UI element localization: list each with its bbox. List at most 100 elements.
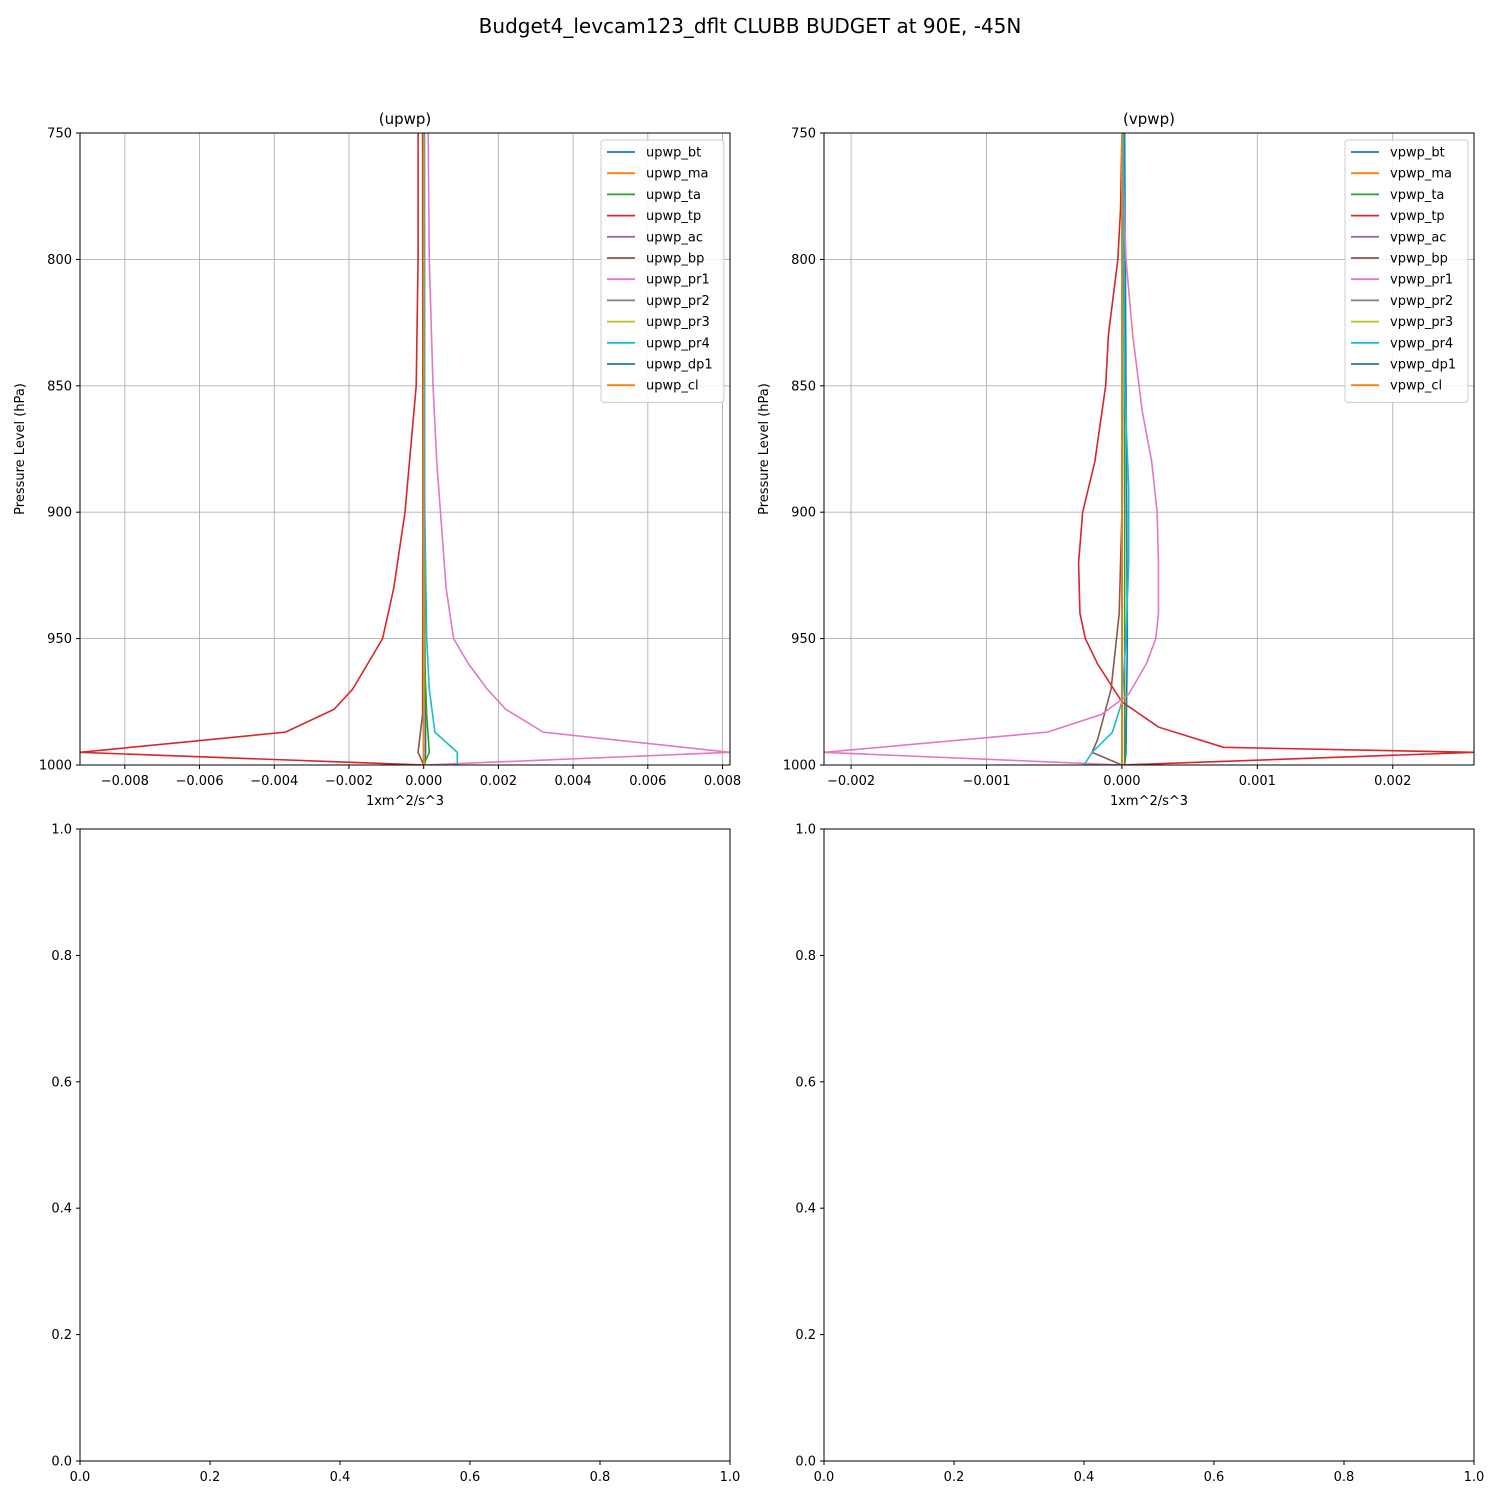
x-tick-label: 0.0 xyxy=(814,1470,835,1485)
plot-frame xyxy=(823,132,1475,766)
x-tick-label: −0.002 xyxy=(827,774,875,789)
y-tick-label: 800 xyxy=(791,253,816,268)
legend-entry: upwp_ma xyxy=(646,167,709,182)
y-tick-label: 0.6 xyxy=(795,1075,816,1090)
y-tick-label: 1.0 xyxy=(795,823,816,838)
series-line-upwp_tp xyxy=(80,133,424,765)
y-tick-label: 950 xyxy=(47,632,72,647)
x-tick-label: 0.006 xyxy=(629,774,666,789)
y-tick-label: 0.8 xyxy=(795,949,816,964)
x-tick-label: 0.2 xyxy=(200,1470,221,1485)
y-tick-label: 850 xyxy=(791,379,816,394)
legend: vpwp_bt vpwp_ma vpwp_ta vpwp_tp vpwp_ac vpwp_… xyxy=(1344,139,1469,403)
legend-entry: vpwp_cl xyxy=(1390,379,1442,394)
plot-empty-left: 0.0 0.2 0.4 0.6 0.8 1.0 0.0 0.2 0.4 0.6 0.8 1.0 xyxy=(51,823,740,1486)
legend-entry: vpwp_pr2 xyxy=(1390,294,1453,309)
panel-title: (vpwp) xyxy=(1123,110,1175,128)
x-tick-label: 1.0 xyxy=(720,1470,741,1485)
y-tick-label: 750 xyxy=(47,127,72,142)
series-line-upwp_bp xyxy=(417,133,425,765)
legend-box xyxy=(1344,139,1469,403)
x-tick-label: 0.4 xyxy=(1074,1470,1095,1485)
legend-entry: upwp_pr2 xyxy=(646,294,710,309)
legend-entry: upwp_cl xyxy=(646,379,699,394)
x-tick-label: −0.001 xyxy=(962,774,1010,789)
legend: upwp_bt upwp_ma upwp_ta upwp_tp upwp_ac upwp_… xyxy=(600,139,725,403)
legend-entry: vpwp_ac xyxy=(1390,230,1446,245)
series-line-upwp_pr1 xyxy=(423,133,730,765)
legend-entry: upwp_pr1 xyxy=(646,273,710,288)
x-axis-label: 1xm^2/s^3 xyxy=(366,794,444,809)
y-tick-label: 0.8 xyxy=(51,949,72,964)
y-tick-label: 1000 xyxy=(39,759,72,774)
legend-entry: vpwp_ma xyxy=(1390,167,1452,182)
x-tick-label: 0.001 xyxy=(1239,774,1276,789)
legend-entry: upwp_pr3 xyxy=(646,315,710,330)
legend-entry: upwp_dp1 xyxy=(646,358,713,373)
legend-entry: vpwp_dp1 xyxy=(1390,358,1456,373)
series-line-vpwp_pr4 xyxy=(1083,133,1130,765)
x-tick-label: 0.004 xyxy=(554,774,591,789)
x-tick-label: 0.2 xyxy=(944,1470,965,1485)
x-tick-label: 0.000 xyxy=(1103,774,1140,789)
y-tick-label: 0.2 xyxy=(51,1328,72,1343)
legend-entry: upwp_pr4 xyxy=(646,336,710,351)
legend-entry: vpwp_pr1 xyxy=(1390,273,1453,288)
plot-upwp: −0.008 −0.006 −0.004 −0.002 0.000 0.002 0.004 0… xyxy=(13,110,741,809)
y-tick-label: 850 xyxy=(47,379,72,394)
y-tick-label: 0.4 xyxy=(51,1202,72,1217)
x-tick-label: 0.6 xyxy=(460,1470,481,1485)
legend-entry: upwp_bt xyxy=(646,146,701,161)
x-tick-label: 0.8 xyxy=(1334,1470,1355,1485)
legend-box xyxy=(600,139,725,403)
x-tick-label: −0.006 xyxy=(175,774,223,789)
x-tick-label: 0.008 xyxy=(704,774,741,789)
legend-entry: upwp_bp xyxy=(646,252,704,267)
y-tick-label: 900 xyxy=(791,506,816,521)
legend-entry: vpwp_bp xyxy=(1390,252,1448,267)
panel-title: (upwp) xyxy=(379,110,432,128)
y-tick-label: 950 xyxy=(791,632,816,647)
y-tick-label: 1.0 xyxy=(51,823,72,838)
series-line-vpwp_pr1 xyxy=(824,133,1160,765)
legend-entry: vpwp_pr4 xyxy=(1390,336,1453,351)
plot-frame xyxy=(79,828,731,1462)
y-tick-label: 0.2 xyxy=(795,1328,816,1343)
legend-entry: upwp_ac xyxy=(646,230,703,245)
legend-entry: vpwp_ta xyxy=(1390,188,1444,203)
legend-entry: vpwp_bt xyxy=(1390,146,1445,161)
plot-frame xyxy=(79,132,731,766)
y-axis-label: Pressure Level (hPa) xyxy=(13,383,28,515)
legend-entry: upwp_ta xyxy=(646,188,701,203)
x-tick-label: 0.002 xyxy=(1374,774,1411,789)
y-axis-label: Pressure Level (hPa) xyxy=(757,383,772,515)
x-tick-label: 0.002 xyxy=(480,774,517,789)
x-axis-label: 1xm^2/s^3 xyxy=(1110,794,1188,809)
x-tick-label: −0.004 xyxy=(250,774,298,789)
y-tick-label: 1000 xyxy=(783,759,816,774)
plot-empty-right: 0.0 0.2 0.4 0.6 0.8 1.0 0.0 0.2 0.4 0.6 0.8 1.0 xyxy=(795,823,1484,1486)
series-line-vpwp_tp xyxy=(1077,133,1474,765)
x-tick-label: 0.000 xyxy=(405,774,442,789)
x-tick-label: −0.008 xyxy=(101,774,149,789)
x-tick-label: 1.0 xyxy=(1464,1470,1485,1485)
x-tick-label: 0.8 xyxy=(590,1470,611,1485)
y-tick-label: 0.0 xyxy=(51,1455,72,1470)
x-tick-label: 0.0 xyxy=(70,1470,91,1485)
plot-vpwp: −0.002 −0.001 0.000 0.001 0.002 750 800 850 900 9… xyxy=(757,110,1475,809)
series-line-vpwp_bp xyxy=(1091,133,1123,765)
y-tick-label: 0.4 xyxy=(795,1202,816,1217)
y-tick-label: 750 xyxy=(791,127,816,142)
series-line-vpwp_bt xyxy=(1123,133,1129,765)
plot-frame xyxy=(823,828,1475,1462)
figure-title: Budget4_levcam123_dflt CLUBB BUDGET at 9… xyxy=(478,14,1022,38)
x-tick-label: −0.002 xyxy=(325,774,373,789)
legend-entry: vpwp_tp xyxy=(1390,209,1445,224)
legend-entry: upwp_tp xyxy=(646,209,701,224)
y-tick-label: 800 xyxy=(47,253,72,268)
y-tick-label: 0.0 xyxy=(795,1455,816,1470)
y-tick-label: 0.6 xyxy=(51,1075,72,1090)
x-tick-label: 0.4 xyxy=(330,1470,351,1485)
legend-entry: vpwp_pr3 xyxy=(1390,315,1453,330)
